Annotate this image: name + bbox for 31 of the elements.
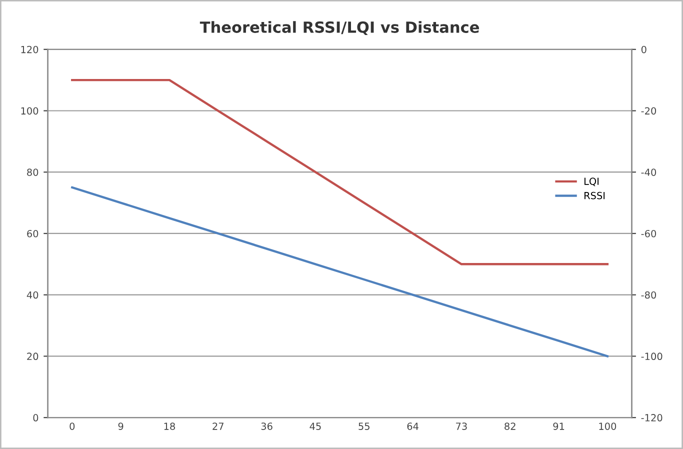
y-tick-label: 100: [21, 107, 38, 115]
y2-tick-label: -40: [641, 168, 656, 176]
y-tick-label: 60: [27, 230, 38, 238]
x-tick-label: 0: [70, 422, 75, 430]
legend-label: RSSI: [584, 192, 605, 200]
y2-tick-label: -60: [641, 230, 656, 238]
y-tick-label: 20: [27, 352, 38, 360]
y2-tick-label: -80: [641, 291, 656, 299]
x-tick-label: 82: [504, 422, 516, 430]
x-tick-label: 100: [599, 422, 616, 430]
x-tick-label: 36: [261, 422, 272, 430]
y-tick-label: 120: [21, 46, 38, 54]
y2-tick-label: -20: [641, 107, 656, 115]
chart-title: Theoretical RSSI/LQI vs Distance: [200, 21, 479, 35]
legend-label: LQI: [584, 178, 599, 186]
y-tick-label: 80: [27, 168, 38, 176]
y-tick-label: 0: [33, 414, 38, 422]
x-tick-label: 45: [310, 422, 321, 430]
x-tick-label: 27: [212, 422, 224, 430]
x-tick-label: 18: [164, 422, 175, 430]
y2-tick-label: -100: [641, 352, 662, 360]
y2-tick-label: 0: [641, 46, 646, 54]
y-tick-label: 40: [26, 291, 38, 299]
line-series: [71, 186, 609, 358]
x-tick-label: 64: [407, 422, 418, 430]
x-tick-label: 55: [358, 422, 370, 430]
x-tick-label: 9: [118, 422, 124, 430]
x-tick-label: 73: [456, 422, 467, 430]
x-tick-label: 91: [553, 422, 564, 430]
y2-tick-label: -120: [641, 414, 662, 422]
line-series: [71, 78, 609, 266]
